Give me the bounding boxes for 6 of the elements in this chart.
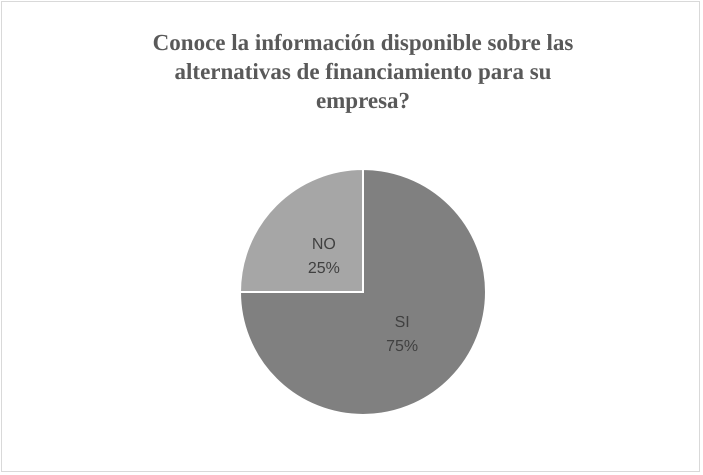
pie-slice [239, 168, 487, 416]
slice-label: NO [312, 236, 336, 253]
chart-title: Conoce la información disponible sobre las alternativas de financiamiento para su empresa? [152, 30, 574, 113]
slice-label: SI [394, 314, 410, 332]
data-label: 75% [386, 338, 418, 356]
data-label: 25% [308, 260, 340, 277]
